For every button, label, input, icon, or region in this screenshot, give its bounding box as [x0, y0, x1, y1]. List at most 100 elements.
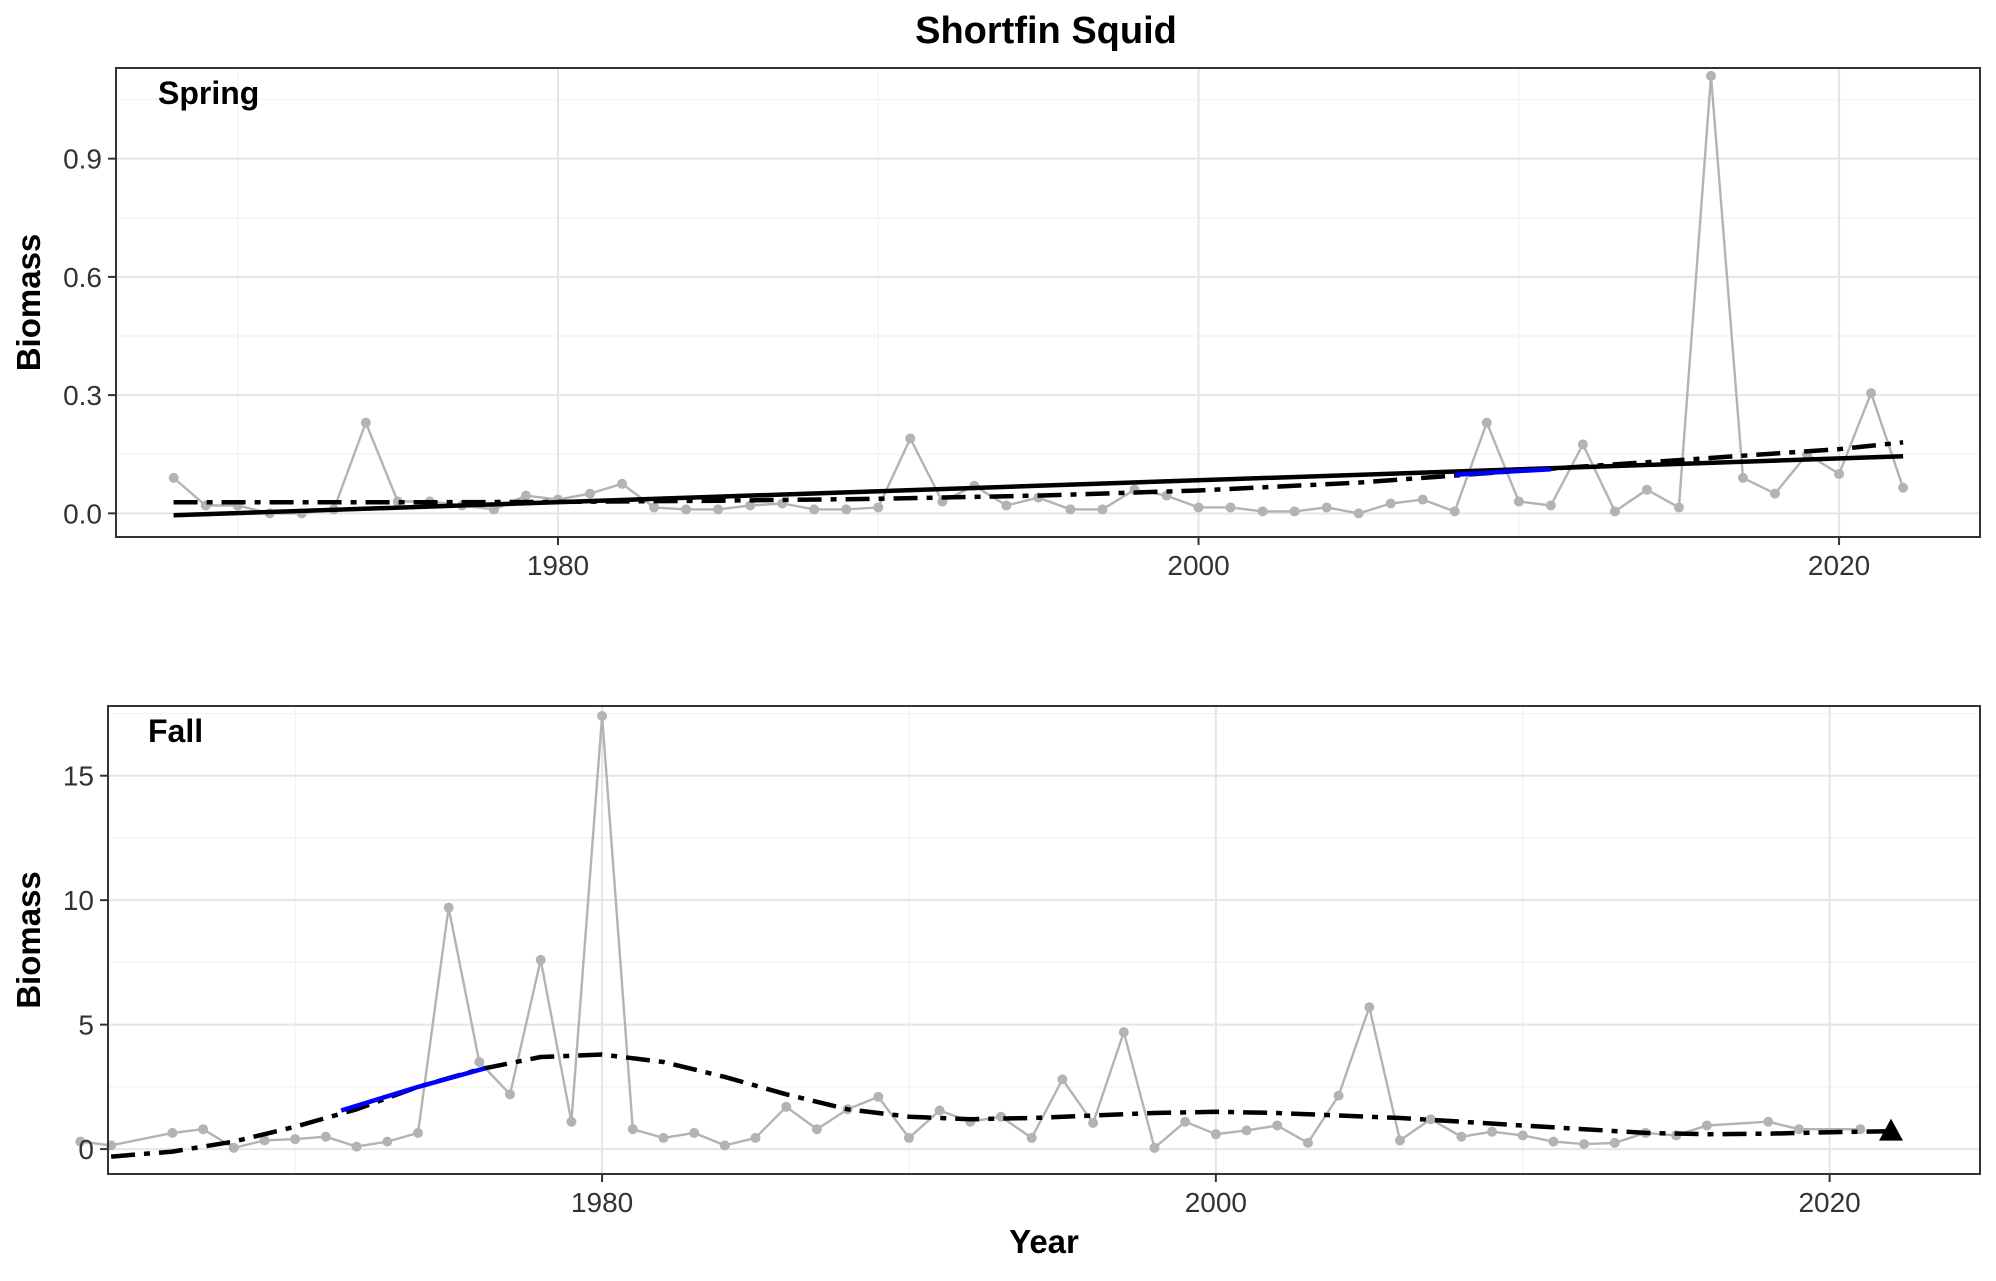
spring-data-point: [745, 500, 756, 511]
x-tick-label: 2020: [1808, 550, 1870, 581]
fall-data-point: [1701, 1120, 1712, 1131]
spring-data-point: [1225, 502, 1236, 513]
spring-data-point: [1417, 494, 1428, 505]
fall-data-point: [597, 710, 608, 721]
spring-data-point: [1609, 506, 1620, 517]
fall-data-point: [535, 954, 546, 965]
fall-data-point: [1118, 1027, 1129, 1038]
x-axis-label: Year: [1009, 1223, 1079, 1260]
fall-data-point: [1487, 1126, 1498, 1137]
fall-data-point: [1210, 1129, 1221, 1140]
y-tick-label: 15: [63, 761, 94, 792]
fall-data-point: [1855, 1124, 1866, 1135]
fall-data-point: [934, 1105, 945, 1116]
fall-data-point: [1057, 1074, 1068, 1085]
spring-data-point: [1097, 504, 1108, 515]
spring-data-point: [1449, 506, 1460, 517]
y-tick-label: 5: [78, 1010, 94, 1041]
fall-data-point: [811, 1124, 822, 1135]
y-axis-label: Biomass: [10, 871, 47, 1009]
spring-data-point: [649, 502, 660, 513]
fall-data-point: [1180, 1116, 1191, 1127]
x-tick-label: 2020: [1798, 1187, 1860, 1218]
chart-title: Shortfin Squid: [915, 10, 1177, 52]
spring-data-point: [681, 504, 692, 515]
x-tick-label: 2000: [1185, 1187, 1247, 1218]
spring-data-point: [360, 417, 371, 428]
spring-data-point: [1673, 502, 1684, 513]
spring-data-point: [1577, 439, 1588, 450]
y-tick-label: 0: [78, 1134, 94, 1165]
fall-last-year-triangle: [1879, 1118, 1904, 1141]
fall-data-point: [167, 1127, 178, 1138]
fall-data-point: [873, 1091, 884, 1102]
fall-data-point: [1425, 1114, 1436, 1125]
fall-data-point: [781, 1101, 792, 1112]
spring-significant-trend-segment: [1454, 466, 1551, 477]
fall-data-point: [1548, 1136, 1559, 1147]
spring-data-point: [168, 472, 179, 483]
fall-data-point: [1241, 1125, 1252, 1136]
fall-data-point: [719, 1140, 730, 1151]
panel-label: Fall: [148, 713, 203, 749]
fall-data-point: [1793, 1124, 1804, 1135]
fall-data-point: [290, 1134, 301, 1145]
spring-data-point: [1065, 504, 1076, 515]
fall-data-point: [443, 902, 454, 913]
spring-data-point: [1866, 388, 1877, 399]
fall-data-point: [1333, 1090, 1344, 1101]
fall-data-point: [382, 1136, 393, 1147]
fall-data-point: [1609, 1137, 1620, 1148]
fall-data-point: [320, 1131, 331, 1142]
fall-data-point: [658, 1132, 669, 1143]
fall-data-point: [505, 1089, 516, 1100]
spring-data-point: [617, 478, 628, 489]
fall-data-point: [474, 1056, 485, 1067]
spring-data-point: [1545, 500, 1556, 511]
spring-data-point: [585, 488, 596, 499]
spring-data-point: [1834, 468, 1845, 479]
spring-data-point: [713, 504, 724, 515]
fall-data-point: [566, 1116, 577, 1127]
y-tick-label: 0.0: [63, 498, 102, 529]
spring-data-point: [1770, 488, 1781, 499]
spring-data-point: [1353, 508, 1364, 519]
spring-data-point: [488, 504, 499, 515]
fall-data-point: [259, 1135, 270, 1146]
panel-border: [115, 67, 1981, 538]
fall-data-point: [198, 1124, 209, 1135]
y-axis-label: Biomass: [10, 234, 47, 372]
fall-data-point: [903, 1132, 914, 1143]
spring-data-point: [1289, 506, 1300, 517]
spring-data-point: [1481, 417, 1492, 428]
panel-label: Spring: [158, 75, 259, 111]
fall-significant-trend-segment: [340, 1066, 487, 1113]
fall-data-point: [228, 1142, 239, 1153]
fall-data-point: [1517, 1130, 1528, 1141]
spring-data-point: [1001, 500, 1012, 511]
spring-data-point: [1513, 496, 1524, 507]
fall-data-point: [1763, 1116, 1774, 1127]
x-tick-label: 1980: [571, 1187, 633, 1218]
y-tick-label: 0.6: [63, 262, 102, 293]
fall-observed-line: [80, 715, 1861, 1151]
spring-data-point: [1898, 482, 1909, 493]
spring-data-point: [905, 433, 916, 444]
y-tick-label: 10: [63, 885, 94, 916]
spring-data-point: [841, 504, 852, 515]
panel-fall: 1980 2000 2020 0 5 10 15 Fall Biomass: [10, 705, 1981, 1218]
fall-data-point: [75, 1136, 86, 1147]
spring-data-point: [1385, 498, 1396, 509]
fall-data-point: [1149, 1142, 1160, 1153]
panel-border: [107, 705, 1981, 1175]
y-tick-label: 0.3: [63, 380, 102, 411]
fall-data-point: [1302, 1137, 1313, 1148]
spring-data-point: [1321, 502, 1332, 513]
x-tick-label: 1980: [527, 550, 589, 581]
y-tick-label: 0.9: [63, 144, 102, 175]
x-tick-label: 2000: [1167, 550, 1229, 581]
spring-data-point: [1257, 506, 1268, 517]
fall-data-point: [1088, 1117, 1099, 1128]
